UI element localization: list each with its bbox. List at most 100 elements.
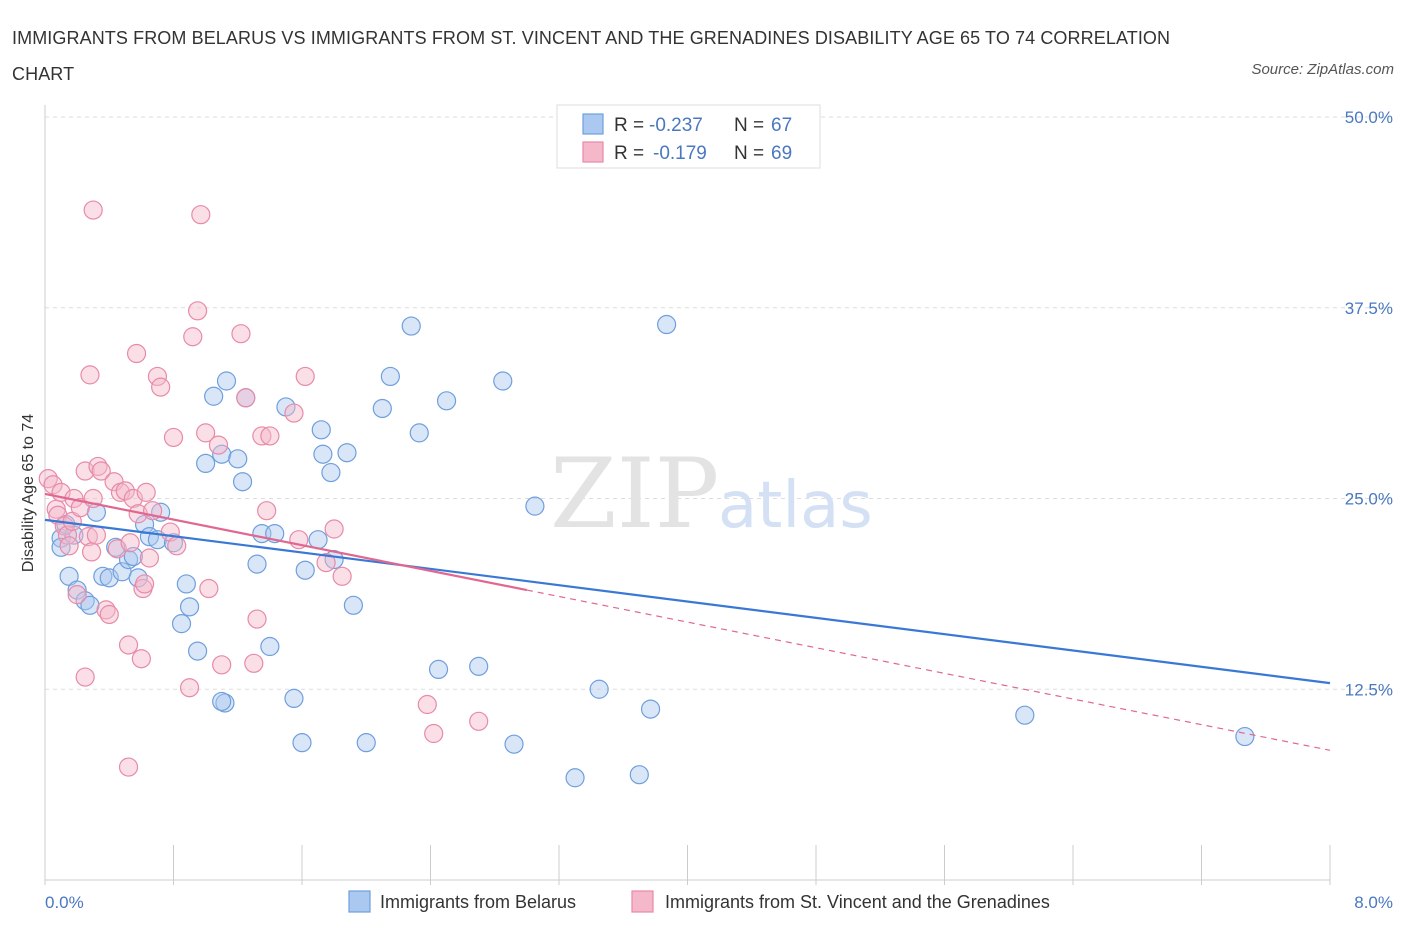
point-stvincent xyxy=(260,426,280,446)
legend-swatch-pink xyxy=(582,141,604,163)
point-belarus xyxy=(565,768,585,788)
point-stvincent xyxy=(67,585,87,605)
point-stvincent xyxy=(295,366,315,387)
point-belarus xyxy=(428,659,449,680)
point-stvincent xyxy=(134,574,155,594)
trend-lines xyxy=(44,492,1331,751)
watermark-zip: ZIP xyxy=(550,438,719,550)
series-legend: Immigrants from Belarus Immigrants from … xyxy=(348,890,1050,913)
point-belarus xyxy=(372,398,392,419)
point-belarus xyxy=(525,496,545,516)
y-tick-labels: 12.5% 25.0% 37.5% 50.0% xyxy=(1345,108,1393,699)
point-stvincent xyxy=(147,366,168,387)
y-tick-label: 37.5% xyxy=(1345,299,1393,318)
point-stvincent xyxy=(118,757,139,777)
y-tick-label: 25.0% xyxy=(1345,490,1393,509)
point-stvincent xyxy=(115,481,135,501)
point-stvincent xyxy=(81,542,102,562)
trend-line-stvincent-extension xyxy=(526,589,1331,751)
point-belarus xyxy=(163,533,184,553)
point-belarus xyxy=(196,453,216,474)
watermark: ZIP atlas xyxy=(550,438,873,550)
point-belarus xyxy=(176,574,196,594)
point-belarus xyxy=(343,595,363,615)
point-stvincent xyxy=(247,609,267,629)
point-belarus xyxy=(1015,705,1035,725)
point-belarus xyxy=(292,733,312,753)
point-belarus xyxy=(247,554,267,574)
point-stvincent xyxy=(196,423,216,443)
trend-line-stvincent xyxy=(44,492,528,592)
legend-n-value: 67 xyxy=(771,115,792,136)
x-tick-label: 0.0% xyxy=(45,893,84,912)
point-stvincent xyxy=(75,667,95,687)
point-belarus xyxy=(504,734,524,754)
point-belarus xyxy=(232,472,253,492)
point-stvincent xyxy=(120,533,140,553)
point-belarus xyxy=(308,530,328,550)
legend-label-belarus: Immigrants from Belarus xyxy=(380,892,576,912)
point-belarus xyxy=(629,765,649,785)
legend-swatch-stvincent xyxy=(631,890,654,913)
point-stvincent xyxy=(424,723,444,744)
point-belarus xyxy=(204,386,224,406)
point-stvincent xyxy=(43,475,63,495)
legend-r-value: -0.237 xyxy=(649,115,703,136)
point-stvincent xyxy=(208,435,229,455)
point-stvincent xyxy=(139,548,160,568)
point-stvincent xyxy=(187,301,208,321)
point-stvincent xyxy=(191,205,211,225)
x-tick-label: 8.0% xyxy=(1354,893,1393,912)
point-stvincent xyxy=(86,525,107,545)
x-tick-labels: 0.0% 8.0% xyxy=(45,893,1393,912)
point-stvincent xyxy=(417,694,437,715)
point-stvincent xyxy=(75,461,95,481)
point-stvincent xyxy=(257,501,277,521)
point-belarus xyxy=(657,314,677,335)
point-belarus xyxy=(215,693,235,713)
point-belarus xyxy=(67,580,87,600)
point-stvincent xyxy=(244,653,264,673)
point-stvincent xyxy=(236,388,256,408)
point-stvincent xyxy=(284,403,304,423)
point-belarus xyxy=(228,449,248,469)
point-belarus xyxy=(469,656,489,676)
stats-legend: R = -0.237 N = 67 R = -0.179 N = 69 xyxy=(556,104,821,169)
legend-r-label: R = xyxy=(614,115,644,136)
point-belarus xyxy=(93,566,113,586)
point-stvincent xyxy=(91,461,111,481)
point-stvincent xyxy=(183,327,203,347)
watermark-atlas: atlas xyxy=(718,469,873,543)
point-stvincent xyxy=(136,482,156,502)
legend-label-stvincent: Immigrants from St. Vincent and the Gren… xyxy=(665,892,1050,912)
y-tick-label: 12.5% xyxy=(1345,680,1393,699)
point-belarus xyxy=(356,733,376,753)
point-stvincent xyxy=(163,427,184,448)
trend-line-belarus xyxy=(44,518,1331,685)
point-belarus xyxy=(493,371,513,391)
point-belarus xyxy=(409,423,429,443)
axes-layer xyxy=(44,105,1331,885)
point-belarus xyxy=(311,420,331,440)
y-tick-label: 50.0% xyxy=(1345,108,1393,127)
point-stvincent xyxy=(80,365,100,385)
point-belarus xyxy=(284,688,304,709)
point-stvincent xyxy=(252,426,272,446)
point-belarus xyxy=(179,597,200,617)
legend-swatch-blue xyxy=(582,113,604,135)
point-belarus xyxy=(260,636,280,657)
point-stvincent xyxy=(78,527,98,547)
point-belarus xyxy=(295,560,315,580)
point-stvincent xyxy=(131,649,151,669)
point-stvincent xyxy=(231,324,251,344)
point-belarus xyxy=(321,462,341,483)
point-stvincent xyxy=(212,655,232,675)
point-stvincent xyxy=(199,578,219,599)
point-belarus xyxy=(171,614,192,634)
legend-r-label: R = xyxy=(614,143,644,164)
point-belarus xyxy=(1235,726,1255,747)
point-stvincent xyxy=(179,678,200,698)
chart-source: Source: ZipAtlas.com xyxy=(1251,61,1394,78)
point-stvincent xyxy=(316,552,336,573)
